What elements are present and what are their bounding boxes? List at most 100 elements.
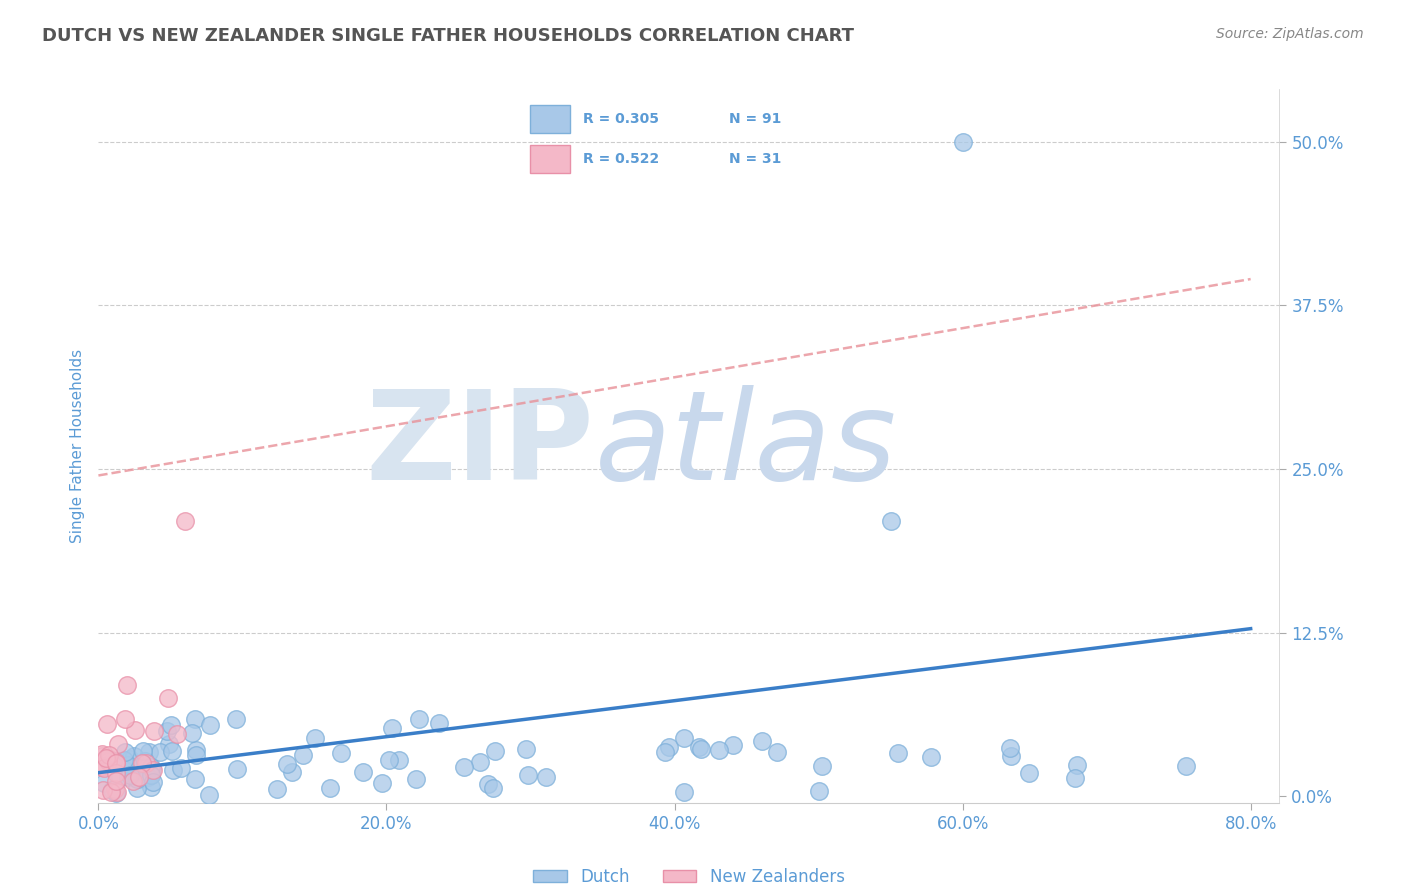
Point — [291, 747, 314, 762]
Point — [132, 744, 155, 758]
Point — [91, 782, 114, 797]
Point — [160, 744, 183, 758]
Point — [128, 770, 150, 784]
Point — [97, 752, 120, 766]
Point — [226, 762, 249, 776]
Point — [105, 773, 128, 788]
Point — [707, 743, 730, 757]
Point — [281, 765, 304, 780]
Text: DUTCH VS NEW ZEALANDER SINGLE FATHER HOUSEHOLDS CORRELATION CHART: DUTCH VS NEW ZEALANDER SINGLE FATHER HOU… — [42, 27, 855, 45]
Point — [184, 747, 207, 762]
Point — [183, 712, 205, 726]
Point — [766, 745, 789, 759]
Point — [879, 514, 901, 528]
Point — [751, 734, 773, 748]
Point — [276, 757, 298, 772]
Point — [405, 772, 427, 786]
Point — [136, 770, 159, 784]
Text: atlas: atlas — [595, 385, 897, 507]
Point — [200, 718, 222, 732]
Point — [408, 712, 430, 726]
Point — [381, 721, 404, 735]
Point — [122, 773, 145, 788]
Point — [225, 712, 247, 726]
Point — [115, 678, 138, 692]
Point — [93, 761, 115, 775]
Point — [118, 768, 141, 782]
Point — [162, 764, 184, 778]
Text: Source: ZipAtlas.com: Source: ZipAtlas.com — [1216, 27, 1364, 41]
Point — [104, 786, 127, 800]
Point — [105, 755, 128, 769]
Point — [534, 770, 557, 784]
Point — [197, 788, 219, 802]
Point — [138, 745, 160, 759]
Point — [97, 754, 120, 768]
Point — [157, 737, 180, 751]
Point — [142, 763, 165, 777]
Legend: Dutch, New Zealanders: Dutch, New Zealanders — [527, 861, 851, 892]
Point — [515, 741, 537, 756]
Point — [453, 760, 475, 774]
Point — [482, 780, 505, 795]
Point — [105, 784, 128, 798]
Point — [98, 747, 121, 762]
Text: ZIP: ZIP — [366, 385, 595, 507]
Point — [427, 716, 450, 731]
Point — [658, 740, 681, 755]
Point — [101, 782, 124, 797]
Point — [319, 780, 342, 795]
Point — [105, 766, 128, 780]
Point — [127, 772, 149, 786]
Point — [1064, 771, 1087, 785]
Point — [142, 723, 165, 738]
Point — [470, 755, 492, 769]
Point — [1175, 758, 1198, 772]
Point — [141, 780, 163, 795]
Point — [90, 760, 112, 774]
Point — [920, 749, 942, 764]
Point — [104, 756, 127, 770]
Point — [1018, 765, 1040, 780]
Point — [477, 777, 499, 791]
Point — [139, 768, 162, 782]
Point — [156, 723, 179, 738]
Point — [186, 743, 208, 757]
Point — [672, 785, 695, 799]
Point — [104, 781, 127, 796]
Point — [94, 751, 117, 765]
Point — [127, 781, 149, 796]
Point — [673, 731, 696, 745]
Point — [952, 135, 974, 149]
Point — [181, 725, 204, 739]
Point — [135, 756, 157, 771]
Point — [101, 754, 124, 768]
Point — [166, 726, 188, 740]
Point — [378, 753, 401, 767]
Point — [484, 744, 506, 758]
Point — [120, 767, 142, 781]
Point — [689, 739, 711, 754]
Point — [811, 759, 834, 773]
Point — [266, 781, 288, 796]
Point — [131, 756, 153, 770]
Point — [160, 718, 183, 732]
Point — [90, 758, 112, 772]
Point — [134, 754, 156, 768]
Point — [998, 740, 1021, 755]
Point — [117, 757, 139, 772]
Point — [517, 768, 540, 782]
Point — [304, 731, 326, 746]
Y-axis label: Single Father Households: Single Father Households — [69, 349, 84, 543]
Point — [170, 761, 193, 775]
Point — [108, 770, 131, 784]
Point — [100, 785, 122, 799]
Point — [122, 749, 145, 764]
Point — [173, 514, 195, 528]
Point — [107, 737, 129, 751]
Point — [93, 775, 115, 789]
Point — [142, 774, 165, 789]
Point — [690, 742, 713, 756]
Point — [139, 767, 162, 781]
Point — [141, 762, 163, 776]
